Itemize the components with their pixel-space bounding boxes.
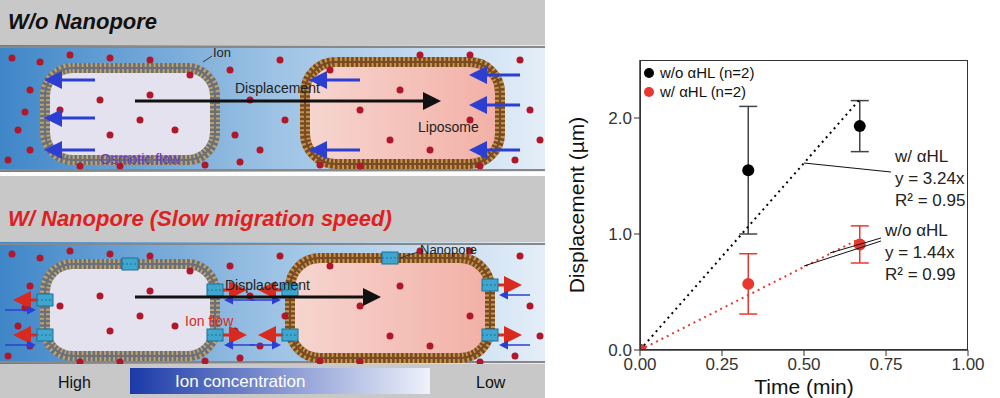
svg-text:R² = 0.99: R² = 0.99 bbox=[885, 265, 955, 284]
svg-text:1.0: 1.0 bbox=[608, 225, 632, 244]
svg-text:Ion flow: Ion flow bbox=[185, 313, 234, 329]
svg-text:R² = 0.95: R² = 0.95 bbox=[895, 191, 965, 210]
svg-text:y = 1.44x: y = 1.44x bbox=[885, 243, 955, 262]
svg-text:1.00: 1.00 bbox=[951, 355, 984, 374]
svg-text:Ion concentration: Ion concentration bbox=[175, 372, 305, 391]
svg-text:High: High bbox=[58, 374, 91, 391]
svg-text:Osmotic flow: Osmotic flow bbox=[100, 151, 181, 167]
svg-text:w/o αHL (n=2): w/o αHL (n=2) bbox=[659, 64, 754, 81]
svg-text:0.75: 0.75 bbox=[869, 355, 902, 374]
svg-text:Time (min): Time (min) bbox=[754, 375, 854, 398]
svg-text:Ion: Ion bbox=[213, 45, 231, 60]
svg-text:Liposome: Liposome bbox=[418, 119, 479, 135]
svg-text:Displacement (µm): Displacement (µm) bbox=[565, 117, 588, 294]
svg-text:Displacement: Displacement bbox=[225, 277, 310, 293]
svg-text:0.50: 0.50 bbox=[787, 355, 820, 374]
svg-text:W/o Nanopore: W/o Nanopore bbox=[8, 9, 157, 34]
svg-text:w/ αHL: w/ αHL bbox=[894, 147, 948, 166]
svg-text:w/ αHL (n=2): w/ αHL (n=2) bbox=[659, 83, 746, 100]
svg-text:y = 3.24x: y = 3.24x bbox=[895, 169, 965, 188]
svg-text:0.0: 0.0 bbox=[608, 341, 632, 360]
svg-text:Low: Low bbox=[476, 374, 506, 391]
svg-text:Displacement: Displacement bbox=[235, 80, 320, 96]
svg-text:0.00: 0.00 bbox=[623, 355, 657, 375]
svg-text:2.0: 2.0 bbox=[608, 109, 632, 128]
svg-text:W/ Nanopore (Slow migration sp: W/ Nanopore (Slow migration speed) bbox=[8, 206, 392, 231]
svg-text:Nanopore: Nanopore bbox=[420, 242, 477, 257]
svg-text:0.25: 0.25 bbox=[705, 355, 738, 374]
svg-text:w/o αHL: w/o αHL bbox=[884, 221, 948, 240]
